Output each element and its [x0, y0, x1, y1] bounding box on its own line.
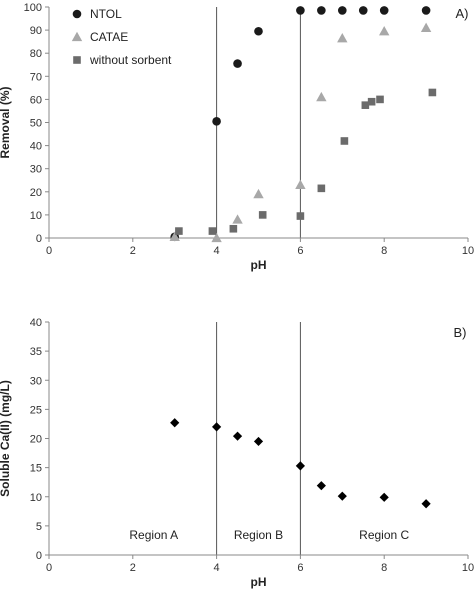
x-tick-label: 6	[297, 245, 303, 257]
data-point	[254, 26, 263, 36]
legend-label: CATAE	[90, 30, 128, 44]
data-point	[233, 59, 242, 68]
data-point	[212, 422, 222, 432]
y-tick-label: 40	[30, 141, 42, 153]
x-tick-label: 2	[130, 562, 136, 574]
x-axis-label: pH	[251, 258, 267, 272]
data-point	[379, 492, 389, 502]
y-tick-label: 60	[30, 94, 42, 106]
x-tick-label: 8	[381, 562, 387, 574]
x-axis-label: pH	[251, 575, 267, 589]
data-point	[295, 461, 305, 471]
x-tick-label: 4	[214, 562, 220, 574]
chart-b-soluble-calcium: 0 5 10 15 20 25 30 35 40 0 2 4 6 8 10 pH Soluble Ca(II) …	[0, 317, 474, 589]
y-tick-label: 50	[30, 118, 42, 130]
data-point	[175, 227, 183, 235]
y-tick-label: 80	[30, 48, 42, 60]
data-point	[337, 491, 347, 501]
data-point	[316, 91, 327, 102]
data-point	[379, 26, 390, 36]
data-point	[253, 436, 264, 447]
data-point	[367, 97, 376, 106]
y-tick-label: 20	[30, 187, 42, 199]
x-tick-label: 0	[46, 562, 52, 574]
legend-marker	[72, 9, 82, 19]
data-point	[379, 6, 389, 15]
data-point	[421, 499, 431, 509]
data-point	[232, 214, 243, 224]
data-point	[421, 6, 431, 15]
legend-marker	[71, 31, 83, 42]
y-tick-label: 15	[30, 463, 42, 475]
y-tick-label: 25	[30, 404, 42, 416]
data-point	[420, 22, 432, 32]
data-point	[337, 32, 348, 43]
data-point	[295, 179, 306, 190]
region-label: Region A	[129, 528, 178, 542]
y-tick-label: 0	[36, 233, 42, 245]
panel-label: A)	[456, 6, 469, 21]
data-point	[169, 231, 180, 242]
x-tick-label: 4	[214, 245, 220, 257]
data-point	[358, 6, 368, 15]
data-point	[296, 6, 305, 15]
y-tick-label: 10	[30, 492, 42, 504]
y-tick-label: 40	[30, 317, 42, 329]
chart-a-removal: 0 10 20 30 40 50 60 70 80 90 100 0 2 4 6 8 10 pH Removal (…	[0, 2, 474, 272]
data-point	[212, 117, 221, 126]
data-point	[232, 431, 243, 441]
data-point	[428, 88, 437, 97]
y-tick-label: 5	[36, 521, 42, 533]
y-tick-label: 90	[30, 25, 42, 37]
y-tick-label: 20	[30, 434, 42, 446]
x-tick-label: 8	[381, 245, 387, 257]
data-point	[317, 184, 326, 193]
y-tick-label: 30	[30, 375, 42, 387]
y-tick-label: 70	[30, 71, 42, 83]
y-tick-label: 100	[24, 2, 42, 14]
region-label: Region C	[359, 528, 409, 542]
x-tick-label: 10	[462, 245, 474, 257]
data-point	[211, 232, 222, 243]
legend-marker	[73, 56, 81, 64]
y-tick-label: 10	[30, 210, 42, 222]
legend-label: NTOL	[90, 7, 122, 21]
y-axis-label: Soluble Ca(II) (mg/L)	[0, 380, 12, 497]
region-label: Region B	[234, 528, 283, 542]
data-point	[170, 418, 180, 428]
y-tick-label: 35	[30, 346, 42, 358]
y-axis-label: Removal (%)	[0, 86, 12, 158]
x-tick-label: 2	[130, 245, 136, 257]
data-point	[376, 95, 384, 104]
y-tick-label: 0	[36, 550, 42, 562]
data-point	[338, 6, 347, 15]
x-tick-label: 0	[46, 245, 52, 257]
x-tick-label: 6	[297, 562, 303, 574]
data-point	[229, 224, 238, 233]
legend-label: without sorbent	[89, 53, 172, 67]
data-point	[208, 227, 217, 235]
y-tick-label: 30	[30, 164, 42, 176]
data-point	[296, 212, 305, 220]
panel-label: B)	[454, 325, 467, 340]
data-point	[361, 101, 370, 109]
data-point	[340, 137, 349, 145]
x-tick-label: 10	[462, 562, 474, 574]
data-point	[317, 6, 326, 15]
data-point	[258, 211, 267, 219]
data-point	[316, 481, 326, 491]
data-point	[253, 188, 264, 199]
